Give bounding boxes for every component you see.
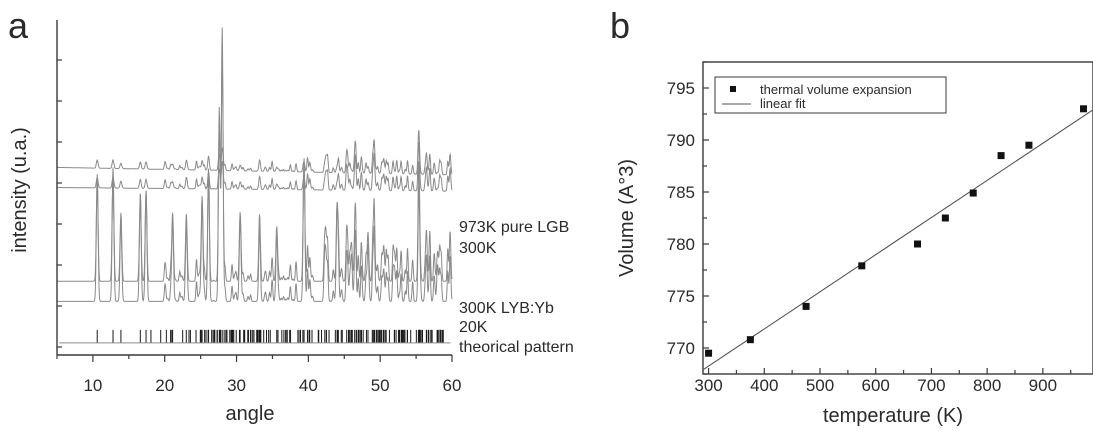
trace-300k <box>57 142 453 192</box>
panel-a-axes <box>56 20 452 356</box>
panel-b-y-tick-label: 790 <box>667 131 695 150</box>
trace-20k <box>57 27 453 302</box>
panel-a-y-ticks <box>57 59 62 348</box>
trace-300k-lyb <box>57 53 453 282</box>
panel-a-x-ticks: 10 20 30 40 50 60 <box>56 355 462 395</box>
panel-b-x-tick-label: 800 <box>973 376 1001 395</box>
panel-a-letter: a <box>8 5 29 46</box>
trace-973k <box>57 130 453 176</box>
panel-b-y-title: Volume (A°3) <box>616 159 638 277</box>
legend: thermal volume expansion linear fit <box>714 76 947 114</box>
data-point <box>969 189 977 197</box>
trace-label-20k: 20K <box>459 319 488 336</box>
linear-fit-line <box>702 109 1093 371</box>
panel-b-y-tick-label: 795 <box>667 79 695 98</box>
panel-a-x-tick-label: 40 <box>299 376 318 395</box>
legend-box <box>714 76 947 114</box>
data-point <box>705 349 713 357</box>
panel-b-x-tick-label: 400 <box>750 376 778 395</box>
legend-marker-square <box>730 86 736 92</box>
linear-fit-line-group <box>702 109 1093 371</box>
legend-entry-scatter: thermal volume expansion <box>760 82 912 97</box>
trace-label-300k-lyb: 300K LYB:Yb <box>459 300 554 317</box>
panel-a-y-title: intensity (u.a.) <box>9 127 31 253</box>
trace-label-300k: 300K <box>459 240 497 257</box>
panel-b-x-tick-label: 500 <box>806 376 834 395</box>
trace-label-theorical: theorical pattern <box>459 339 574 356</box>
theoretical-pattern-bars <box>59 329 451 344</box>
panel-b-x-tick-label: 600 <box>862 376 890 395</box>
panel-b-y-tick-label: 775 <box>667 287 695 306</box>
panel-b-x-tick-label: 700 <box>917 376 945 395</box>
data-point <box>914 240 921 248</box>
panel-b-x-tick-label: 900 <box>1029 376 1057 395</box>
trace-label-973k: 973K pure LGB <box>459 219 569 236</box>
panel-b-letter: b <box>610 5 630 46</box>
data-point <box>941 214 949 222</box>
panel-a-x-tick-label: 60 <box>443 376 462 395</box>
panel-a-x-tick-label: 30 <box>227 376 246 395</box>
panel-a-x-tick-label: 50 <box>371 376 390 395</box>
panel-a-x-title: angle <box>226 403 275 425</box>
data-point <box>997 152 1005 160</box>
data-point <box>802 302 810 310</box>
data-point <box>1025 141 1033 149</box>
panel-a-x-tick-label: 20 <box>155 376 174 395</box>
panel-a-x-tick-label: 10 <box>83 376 102 395</box>
legend-entry-fit: linear fit <box>760 96 806 111</box>
panel-b-x-title: temperature (K) <box>823 405 963 427</box>
panel-b-y-tick-label: 780 <box>667 235 695 254</box>
xrd-traces <box>57 27 453 302</box>
panel-b-ticks: 300 400 500 600 700 800 900 770 775 780 785 790 795 <box>667 61 1072 395</box>
panel-b-y-tick-label: 770 <box>667 339 695 358</box>
data-point <box>1080 105 1088 113</box>
data-point <box>858 262 866 270</box>
data-points <box>705 105 1088 357</box>
panel-b-y-tick-label: 785 <box>667 183 695 202</box>
panel-b-x-tick-label: 300 <box>694 376 722 395</box>
data-point <box>746 336 754 344</box>
